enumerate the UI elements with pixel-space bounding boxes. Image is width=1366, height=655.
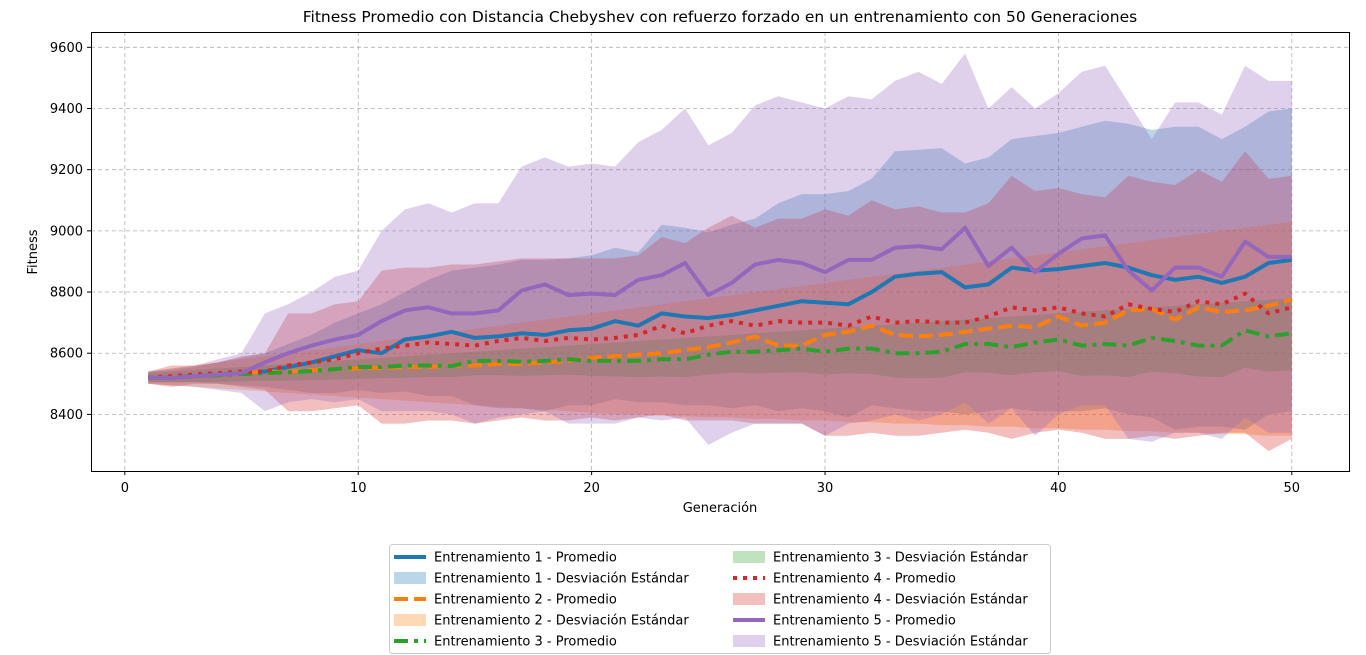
x-axis-label: Generación: [683, 501, 758, 516]
legend-patch-swatch: [394, 572, 426, 584]
legend-label: Entrenamiento 1 - Desviación Estándar: [434, 572, 689, 587]
legend-entry: Entrenamiento 5 - Desviación Estándar: [733, 635, 1028, 650]
legend-items: Entrenamiento 1 - Promedio Entrenamiento …: [394, 551, 1028, 650]
legend-entry: Entrenamiento 2 - Desviación Estándar: [394, 614, 689, 629]
plot-area-frame: [91, 32, 1350, 472]
legend-label: Entrenamiento 1 - Promedio: [434, 551, 617, 566]
legend-entry: Entrenamiento 4 - Desviación Estándar: [733, 593, 1028, 608]
legend-entry: Entrenamiento 4 - Promedio: [733, 572, 956, 587]
legend-label: Entrenamiento 2 - Desviación Estándar: [434, 614, 689, 629]
x-tick-label: 50: [1284, 481, 1301, 496]
legend-frame: [389, 544, 1051, 654]
y-tick-label: 9000: [50, 224, 83, 239]
y-tick-label: 8800: [50, 286, 83, 301]
x-tick-label: 30: [817, 481, 834, 496]
y-axis-ticks: 8400 8600 8800 9000 9200 9400 9600: [50, 41, 91, 423]
legend-entry: Entrenamiento 3 - Promedio: [394, 635, 617, 650]
std-band-series-5: [148, 53, 1292, 446]
legend-patch-swatch: [733, 593, 765, 605]
legend-entry: Entrenamiento 3 - Desviación Estándar: [733, 551, 1028, 566]
y-tick-label: 9600: [50, 41, 83, 56]
std-band-series-4: [148, 151, 1292, 452]
legend-label: Entrenamiento 2 - Promedio: [434, 593, 617, 608]
legend-patch-swatch: [394, 614, 426, 626]
std-band-series-1: [148, 108, 1292, 430]
x-axis-ticks: 0 10 20 30 40 50: [121, 471, 1300, 496]
legend-label: Entrenamiento 5 - Desviación Estándar: [773, 635, 1028, 650]
x-tick-label: 0: [121, 481, 129, 496]
legend: Entrenamiento 1 - Promedio Entrenamiento …: [389, 544, 1051, 654]
legend-entry: Entrenamiento 1 - Promedio: [394, 551, 617, 566]
mean-line-series-5: [148, 225, 1292, 380]
chart-title: Fitness Promedio con Distancia Chebyshev…: [303, 8, 1137, 26]
y-axis-label: Fitness: [26, 229, 41, 274]
legend-patch-swatch: [733, 635, 765, 647]
legend-entry: Entrenamiento 1 - Desviación Estándar: [394, 572, 689, 587]
mean-line-layer: [148, 225, 1293, 380]
x-tick-label: 20: [583, 481, 600, 496]
y-tick-label: 8400: [50, 408, 83, 423]
mean-line-series-4: [148, 291, 1293, 380]
mean-line-series-1: [148, 257, 1293, 380]
legend-label: Entrenamiento 3 - Promedio: [434, 635, 617, 650]
legend-entry: Entrenamiento 5 - Promedio: [733, 614, 956, 629]
y-tick-label: 9400: [50, 102, 83, 117]
legend-patch-swatch: [733, 551, 765, 563]
legend-label: Entrenamiento 4 - Promedio: [773, 572, 956, 587]
legend-label: Entrenamiento 4 - Desviación Estándar: [773, 593, 1028, 608]
mean-line-series-3: [148, 328, 1293, 380]
y-tick-label: 9200: [50, 163, 83, 178]
legend-label: Entrenamiento 5 - Promedio: [773, 614, 956, 629]
y-tick-label: 8600: [50, 347, 83, 362]
x-tick-label: 10: [350, 481, 367, 496]
std-band-series-2: [148, 221, 1292, 436]
x-tick-label: 40: [1050, 481, 1067, 496]
std-band-series-3: [148, 298, 1292, 383]
std-band-layer: [148, 53, 1292, 452]
legend-entry: Entrenamiento 2 - Promedio: [394, 593, 617, 608]
legend-label: Entrenamiento 3 - Desviación Estándar: [773, 551, 1028, 566]
